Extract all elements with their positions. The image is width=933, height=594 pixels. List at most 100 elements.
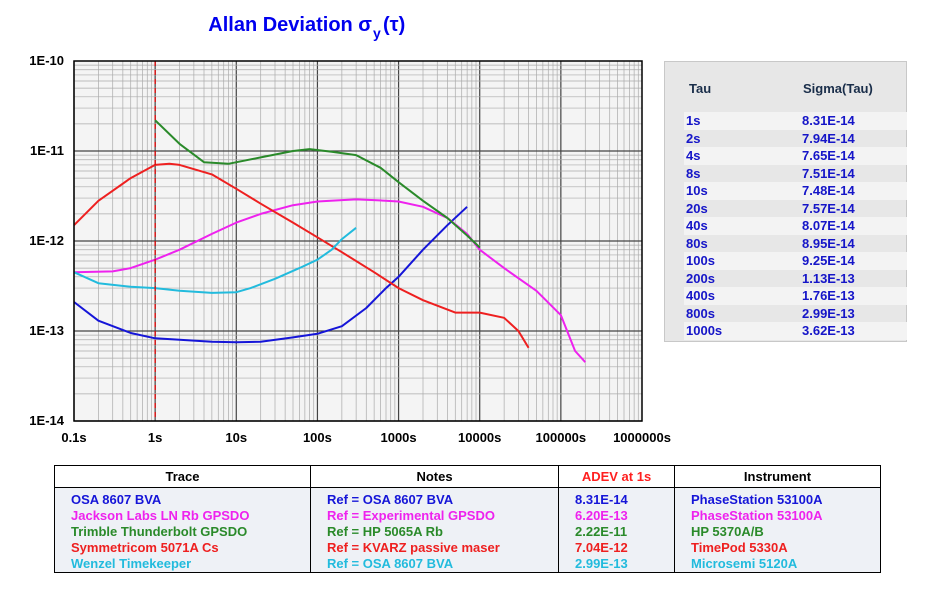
x-tick-label: 100s [303,430,332,445]
chart-title-tail: (τ) [383,14,405,36]
legend-row: Symmetricom 5071A Cs Ref = KVARZ passive … [54,540,881,556]
series-line-1 [73,206,468,344]
tau-row: 8s 7.51E-14 [684,165,907,183]
tau-row: 800s 2.99E-13 [684,305,907,323]
tau-value: 80s [686,235,708,251]
y-axis-ticks: 1E-10 1E-11 1E-12 1E-13 1E-14 [29,53,64,428]
legend-trace-cell: OSA 8607 BVA [54,487,311,508]
tau-row: 1000s 3.62E-13 [684,322,907,340]
chart-title-subscript: y [373,25,381,41]
legend-header-adev: ADEV at 1s [558,465,675,488]
plot-frame [73,60,643,422]
series-line-3 [154,119,481,249]
tau-value: 100s [686,253,715,268]
legend-table: Trace Notes ADEV at 1s Instrument OSA 86… [54,465,881,573]
tau-table-header: Tau Sigma(Tau) [665,62,906,114]
sigma-value: 1.76E-13 [802,288,855,303]
sigma-value: 7.57E-14 [802,200,855,216]
tau-header: Tau [689,81,712,96]
legend-adev-cell: 8.31E-14 [558,487,675,508]
legend-adev-cell: 2.22E-11 [558,524,675,540]
chart-title: Allan Deviation σ [208,14,372,36]
legend-row: OSA 8607 BVA Ref = OSA 8607 BVA 8.31E-14 Ph… [54,487,881,508]
legend-header-notes: Notes [310,465,559,488]
legend-trace-cell: Trimble Thunderbolt GPSDO [54,524,311,540]
sigma-value: 8.95E-14 [802,235,855,251]
legend-header-instrument: Instrument [674,465,881,488]
tau-value: 200s [686,270,715,286]
legend-notes-cell: Ref = OSA 8607 BVA [310,487,559,508]
tau-value: 8s [686,165,701,181]
legend-notes-cell: Ref = HP 5065A Rb [310,524,559,540]
tau-value: 1000s [686,323,723,338]
tau-value: 1s [686,113,701,128]
sigma-value: 7.65E-14 [802,148,855,163]
legend-adev-cell: 6.20E-13 [558,508,675,524]
legend-adev-cell: 7.04E-12 [558,540,675,556]
allan-deviation-chart: Allan Deviation σ y (τ) 0.1s 1s 10s 100s 100… [29,14,671,445]
legend-adev-cell: 2.99E-13 [558,556,675,573]
sigma-value: 7.51E-14 [802,165,855,181]
y-tick-label: 1E-10 [29,53,64,68]
tau-row: 20s 7.57E-14 [684,200,907,218]
tau-row: 4s 7.65E-14 [684,147,907,165]
legend-instrument-cell: PhaseStation 53100A [674,487,881,508]
legend-notes-cell: Ref = KVARZ passive maser [310,540,559,556]
x-tick-label: 1000s [380,430,416,445]
legend-instrument-cell: Microsemi 5120A [674,556,881,573]
tau-value: 800s [686,305,715,321]
tau-row: 400s 1.76E-13 [684,287,907,305]
x-tick-label: 1000000s [613,430,671,445]
sigma-value: 9.25E-14 [802,253,855,268]
x-tick-label: 10s [225,430,247,445]
legend-trace-cell: Wenzel Timekeeper [54,556,311,573]
series-line-2 [73,198,587,363]
legend-trace-cell: Jackson Labs LN Rb GPSDO [54,508,311,524]
tau-value: 40s [686,218,708,233]
legend-row: Wenzel Timekeeper Ref = OSA 8607 BVA 2.99E… [54,556,881,573]
sigma-value: 3.62E-13 [802,323,855,338]
tau-value: 10s [686,183,708,198]
series-line-4 [73,162,530,349]
tau-value: 20s [686,200,708,216]
x-tick-label: 10000s [458,430,501,445]
sigma-header: Sigma(Tau) [803,81,873,96]
tau-row: 200s 1.13E-13 [684,270,907,288]
legend-notes-cell: Ref = Experimental GPSDO [310,508,559,524]
tau-value: 400s [686,288,715,303]
grid [73,61,642,422]
tau-value: 4s [686,148,701,163]
y-tick-label: 1E-13 [29,323,64,338]
tau-table-rows: 1s 8.31E-14 2s 7.94E-14 4s 7.65E-14 8s 7.51E-14… [684,112,907,340]
tau-row: 10s 7.48E-14 [684,182,907,200]
sigma-value: 8.31E-14 [802,113,855,128]
legend-row: Jackson Labs LN Rb GPSDO Ref = Experiment… [54,508,881,524]
y-tick-label: 1E-14 [29,413,64,428]
series-line-5 [73,227,357,294]
legend-instrument-cell: PhaseStation 53100A [674,508,881,524]
x-tick-label: 0.1s [61,430,86,445]
tau-row: 80s 8.95E-14 [684,235,907,253]
tau-row: 100s 9.25E-14 [684,252,907,270]
legend-header-trace: Trace [54,465,311,488]
legend-row: Trimble Thunderbolt GPSDO Ref = HP 5065A … [54,524,881,540]
tau-row: 1s 8.31E-14 [684,112,907,130]
sigma-value: 1.13E-13 [802,270,855,286]
sigma-value: 7.48E-14 [802,183,855,198]
legend-instrument-cell: TimePod 5330A [674,540,881,556]
tau-row: 40s 8.07E-14 [684,217,907,235]
sigma-value: 8.07E-14 [802,218,855,233]
y-tick-label: 1E-12 [29,233,64,248]
tau-value: 2s [686,130,701,146]
x-axis-ticks: 0.1s 1s 10s 100s 1000s 10000s 100000s 1000000s [61,430,671,445]
legend-trace-cell: Symmetricom 5071A Cs [54,540,311,556]
legend-instrument-cell: HP 5370A/B [674,524,881,540]
x-tick-label: 100000s [536,430,587,445]
x-tick-label: 1s [148,430,162,445]
tau-row: 2s 7.94E-14 [684,130,907,148]
sigma-value: 2.99E-13 [802,305,855,321]
y-tick-label: 1E-11 [30,143,64,158]
traces [73,119,587,363]
legend-notes-cell: Ref = OSA 8607 BVA [310,556,559,573]
sigma-value: 7.94E-14 [802,130,855,146]
